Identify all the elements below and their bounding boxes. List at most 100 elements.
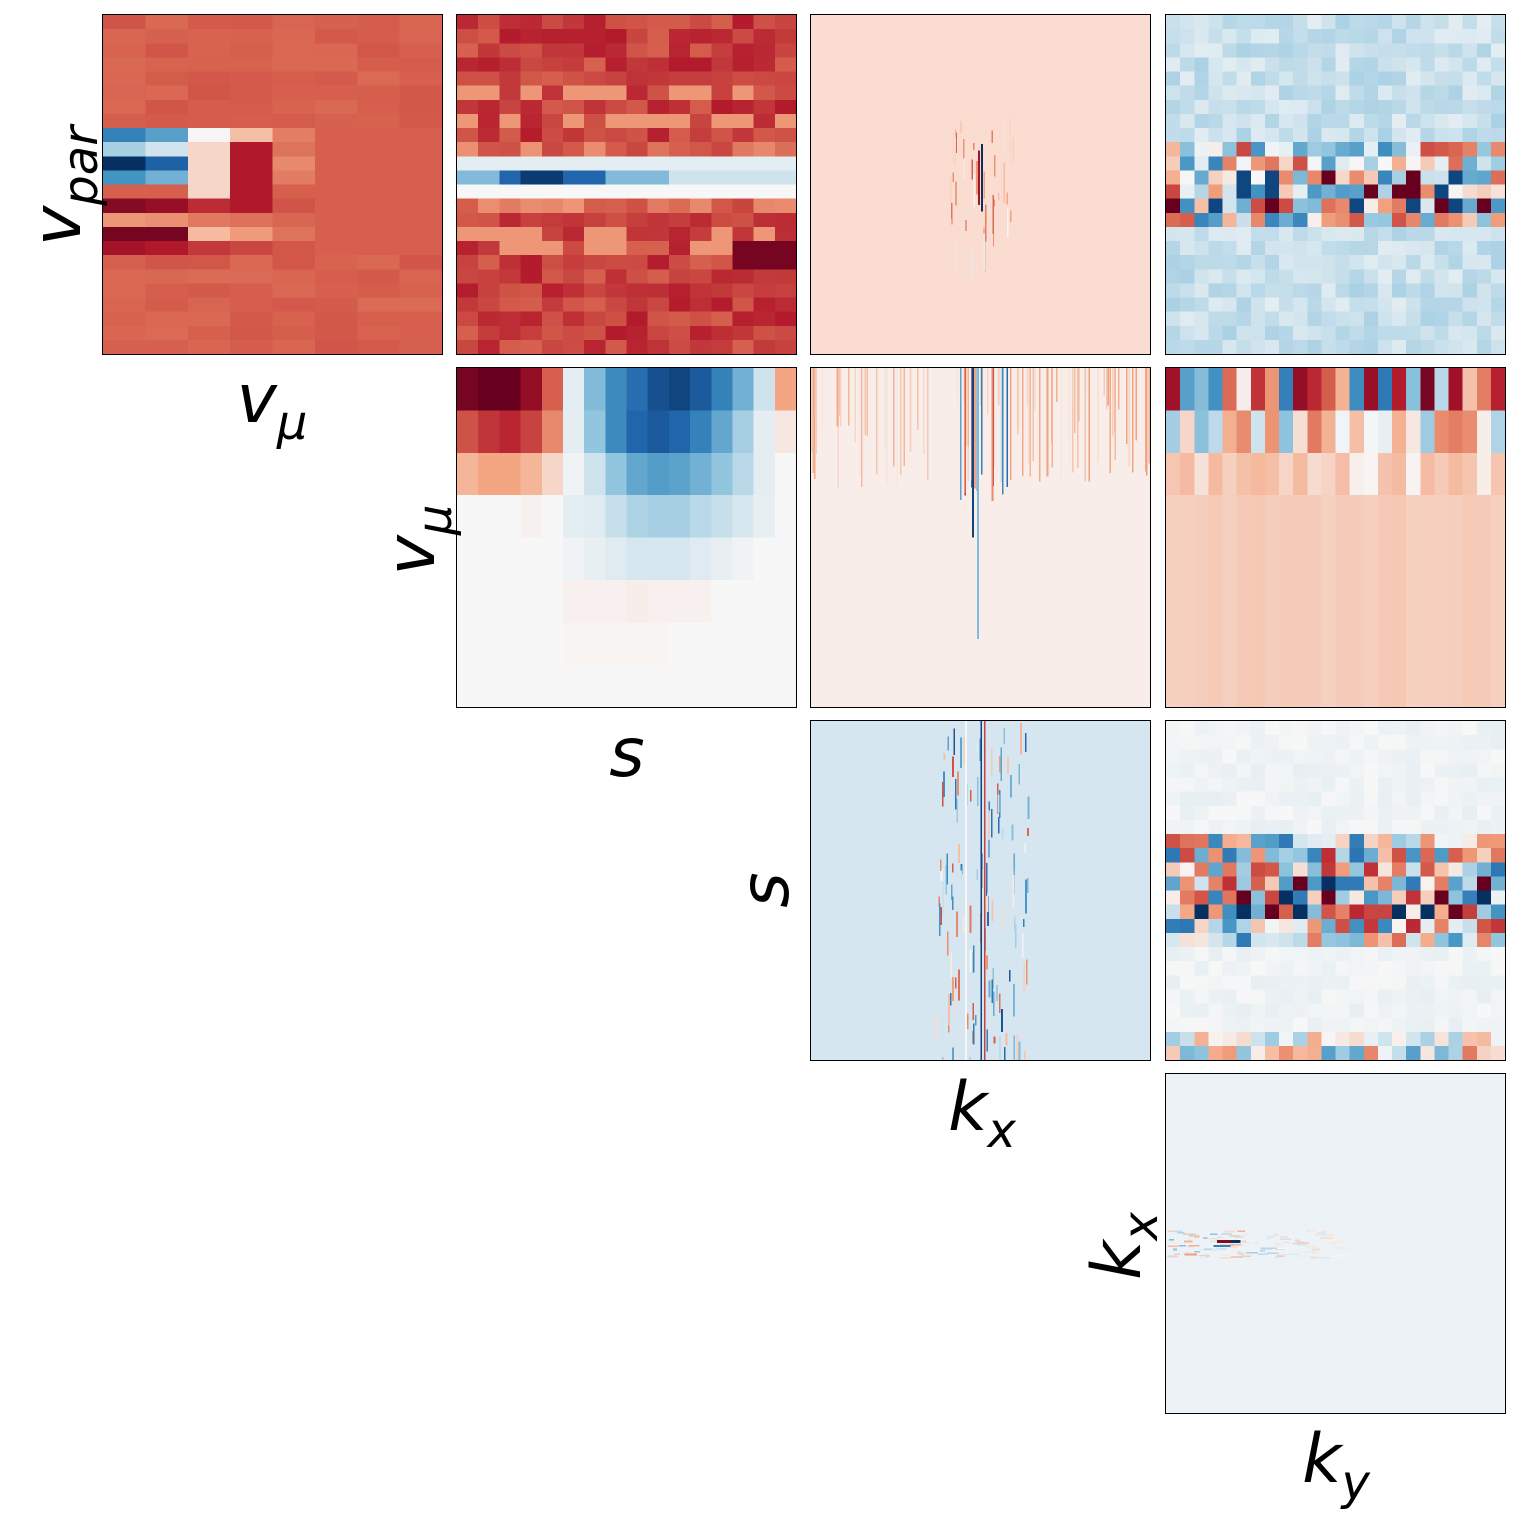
heatmap-cell [1250, 495, 1266, 707]
heatmap-cell [1279, 749, 1294, 764]
heatmap-cell [1406, 85, 1421, 100]
heatmap-cell [1406, 269, 1421, 284]
heatmap-cell [1420, 791, 1435, 806]
heatmap-cell [1166, 1045, 1181, 1060]
heatmap-cell [1103, 368, 1106, 396]
heatmap-cell [976, 743, 979, 752]
heatmap-cell [1307, 368, 1322, 411]
heatmap-cell [1307, 947, 1322, 962]
heatmap-cell [1307, 71, 1322, 86]
heatmap-cell [1448, 339, 1463, 354]
heatmap-cell [950, 218, 952, 239]
heatmap-cell [1222, 325, 1237, 341]
heatmap-cell [1335, 961, 1350, 976]
heatmap-cell [584, 85, 606, 100]
heatmap-cell [668, 127, 691, 143]
heatmap-cell [1377, 71, 1393, 86]
heatmap-cell [1377, 890, 1393, 905]
heatmap-cell [1264, 749, 1280, 764]
heatmap-cell [1335, 791, 1350, 806]
heatmap-cell [774, 325, 796, 341]
heatmap-cell [1202, 1254, 1209, 1257]
heatmap-cell [1406, 283, 1421, 298]
heatmap-cell [478, 255, 500, 270]
heatmap-cell [1406, 904, 1421, 919]
heatmap-cell [1335, 255, 1350, 270]
heatmap-cell [1184, 1253, 1198, 1256]
heatmap-cell [1434, 212, 1449, 228]
heatmap-cell [272, 339, 316, 354]
heatmap-cell [690, 43, 712, 58]
heatmap-cell [230, 226, 273, 242]
heatmap-cell [1490, 198, 1505, 213]
heatmap-cell [1238, 1253, 1245, 1256]
heatmap-cell [1222, 255, 1237, 270]
heatmap-cell [774, 142, 796, 157]
heatmap-cell [690, 15, 712, 30]
heatmap-cell [1462, 904, 1477, 919]
heatmap-cell [1264, 932, 1280, 948]
heatmap-cell [1363, 325, 1379, 341]
heatmap-cell [1236, 862, 1251, 877]
heatmap-cell [1335, 1017, 1350, 1032]
row-label-vpar: vpar [18, 126, 109, 246]
heatmap-cell [1194, 99, 1209, 115]
heatmap-cell [520, 127, 542, 143]
heatmap-cell [940, 868, 943, 881]
heatmap-cell [1321, 848, 1336, 863]
heatmap-cell [145, 43, 188, 58]
heatmap-cell [1363, 989, 1379, 1004]
heatmap-cell [1377, 904, 1393, 919]
heatmap-cell [272, 15, 316, 30]
heatmap-cell [1208, 495, 1223, 707]
heatmap-cell [774, 113, 796, 129]
heatmap-cell [1208, 918, 1223, 934]
heatmap-cell [605, 495, 627, 538]
heatmap-cell [1434, 763, 1449, 778]
heatmap-cell [1307, 156, 1322, 171]
heatmap-cell [314, 339, 358, 354]
heatmap-cell [1208, 763, 1223, 778]
heatmap-cell [1462, 763, 1477, 778]
heatmap-cell [753, 311, 775, 326]
heatmap-cell [1018, 368, 1020, 428]
heatmap-cell [187, 43, 231, 58]
heatmap-cell [1349, 29, 1364, 44]
heatmap-cell [499, 170, 521, 185]
heatmap-cell [1208, 113, 1223, 129]
heatmap-cell [732, 57, 754, 72]
heatmap-cell [1392, 862, 1407, 877]
heatmap-cell [1462, 791, 1477, 806]
heatmap-cell [1009, 970, 1011, 982]
heatmap-cell [520, 452, 542, 496]
heatmap-cell [1490, 57, 1505, 72]
heatmap-cell [1392, 368, 1407, 411]
heatmap-cell [1363, 113, 1379, 129]
heatmap-cell [952, 756, 954, 777]
heatmap-cell [1289, 1253, 1300, 1255]
heatmap-cell [1448, 989, 1463, 1004]
heatmap-cell [811, 368, 813, 453]
heatmap-cell [145, 57, 188, 72]
heatmap-cell [145, 156, 188, 171]
heatmap-cell [1321, 862, 1336, 877]
heatmap-cell [1025, 879, 1027, 914]
heatmap-cell [1180, 269, 1195, 284]
heatmap-cell [647, 269, 670, 284]
heatmap-cell [1406, 57, 1421, 72]
heatmap-cell [1279, 170, 1294, 185]
heatmap-cell [1222, 735, 1237, 750]
heatmap-cell [605, 212, 627, 228]
heatmap-cell [647, 452, 670, 496]
heatmap-cell [952, 172, 954, 183]
heatmap-cell [1406, 834, 1421, 849]
heatmap-cell [690, 579, 712, 623]
heatmap-cell [1406, 848, 1421, 863]
heatmap-cell [1189, 1234, 1194, 1237]
heatmap-cell [864, 368, 866, 436]
heatmap-cell [1307, 735, 1322, 750]
heatmap-cell [980, 368, 982, 406]
heatmap-cell [1012, 137, 1014, 162]
heatmap-cell [1236, 368, 1251, 411]
heatmap-cell [1434, 862, 1449, 877]
